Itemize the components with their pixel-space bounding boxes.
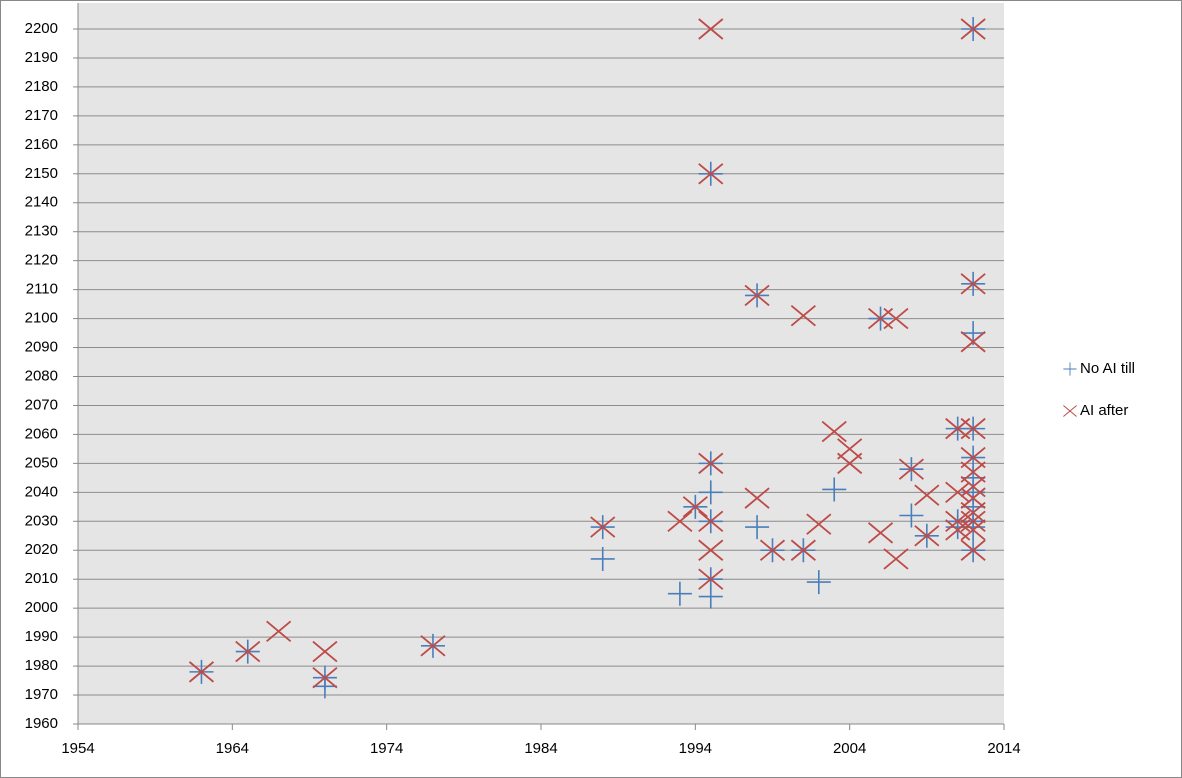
y-tick-label: 2010 (25, 570, 58, 587)
point (744, 284, 770, 307)
point (790, 539, 816, 561)
point (312, 640, 338, 663)
y-tick-label: 2100 (25, 310, 58, 327)
point (837, 452, 863, 475)
point (806, 570, 831, 595)
plot-area (78, 3, 1004, 724)
point (960, 510, 986, 532)
y-tick-label: 2000 (25, 599, 58, 616)
y-tick-label: 2050 (25, 454, 58, 471)
point (960, 519, 986, 541)
point (821, 420, 847, 443)
x-tick-label: 1954 (61, 740, 94, 757)
point (883, 548, 909, 570)
point (960, 331, 986, 353)
y-tick-label: 2020 (25, 541, 58, 558)
x-tick-label: 2014 (987, 740, 1020, 757)
point (899, 503, 924, 528)
point (960, 417, 986, 440)
point (960, 539, 986, 561)
point (960, 501, 986, 524)
point (898, 458, 924, 480)
y-tick-label: 1980 (25, 657, 58, 674)
x-tick-label: 1984 (524, 740, 557, 757)
point (312, 666, 338, 689)
y-tick-label: 2090 (25, 339, 58, 356)
point (744, 487, 770, 509)
point (960, 18, 986, 40)
point (698, 163, 724, 185)
y-tick-label: 2040 (25, 483, 58, 500)
y-tick-label: 2030 (25, 512, 58, 529)
point (235, 640, 261, 663)
point (914, 484, 940, 506)
legend-marker (1063, 405, 1077, 417)
point (945, 481, 971, 504)
point (867, 522, 894, 544)
point (667, 510, 693, 532)
point (420, 635, 446, 657)
point (806, 513, 832, 535)
point (590, 516, 616, 538)
point (667, 581, 692, 606)
point (698, 18, 724, 40)
point (698, 480, 723, 505)
y-tick-label: 1960 (25, 715, 58, 732)
y-tick-label: 2110 (26, 281, 58, 298)
x-tick-label: 1974 (370, 740, 403, 757)
x-tick-label: 2004 (833, 740, 866, 757)
y-tick-label: 2140 (25, 194, 58, 211)
point (759, 539, 786, 561)
y-tick-label: 2170 (25, 107, 58, 124)
y-tick-label: 2200 (25, 20, 58, 37)
y-tick-label: 2080 (25, 367, 58, 384)
y-tick-label: 1970 (25, 686, 58, 703)
point (698, 584, 723, 609)
point (822, 477, 847, 502)
point (698, 510, 724, 532)
x-tick-label: 1964 (216, 740, 249, 757)
legend-marker (1063, 362, 1077, 376)
y-tick-label: 2130 (25, 223, 58, 240)
point (960, 273, 986, 295)
y-tick-label: 1990 (25, 628, 58, 645)
point (960, 475, 986, 498)
y-tick-label: 2180 (25, 78, 58, 95)
y-tick-label: 2160 (25, 136, 58, 153)
y-tick-label: 2120 (25, 252, 58, 269)
y-tick-label: 2070 (25, 396, 58, 413)
point (266, 620, 292, 643)
point (914, 525, 940, 547)
point (698, 539, 724, 561)
point (698, 452, 724, 475)
point (590, 546, 615, 571)
legend-label: AI after (1080, 402, 1128, 419)
point (682, 496, 708, 518)
y-tick-label: 2060 (25, 425, 58, 442)
point (698, 568, 724, 590)
point (745, 515, 770, 540)
legend-label: No AI till (1080, 360, 1135, 377)
point (790, 304, 816, 327)
y-tick-label: 2190 (25, 49, 58, 66)
x-tick-label: 1994 (679, 740, 712, 757)
point (883, 307, 909, 330)
point (188, 661, 215, 683)
y-tick-label: 2150 (25, 165, 58, 182)
